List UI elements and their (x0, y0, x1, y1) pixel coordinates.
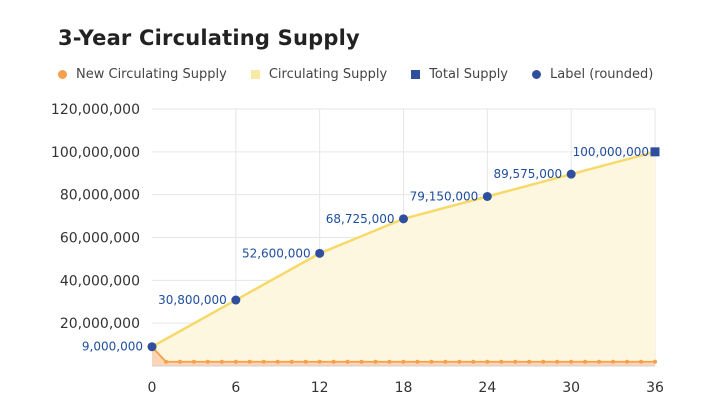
new-supply-point-16 (373, 359, 378, 364)
legend-swatch-label-rounded (532, 70, 541, 79)
new-supply-point-11 (303, 359, 308, 364)
y-tick-label-1: 40,000,000 (60, 273, 140, 289)
label-point-4 (482, 191, 492, 201)
legend-item-label-rounded[interactable]: Label (rounded) (532, 67, 653, 82)
legend-swatch-new-circulating-supply (58, 70, 67, 79)
new-supply-point-18 (401, 359, 406, 364)
y-tick-label-3: 80,000,000 (60, 188, 140, 204)
new-supply-point-22 (457, 359, 462, 364)
new-supply-point-15 (359, 359, 364, 364)
new-supply-point-29 (555, 359, 560, 364)
x-tick-label-0: 0 (148, 380, 157, 396)
data-label-1: 30,800,000 (158, 293, 227, 307)
chart-title: 3-Year Circulating Supply (58, 26, 360, 50)
new-supply-point-33 (611, 359, 616, 364)
new-supply-point-2 (177, 359, 182, 364)
x-tick-label-1: 6 (231, 380, 240, 396)
new-supply-point-9 (275, 359, 280, 364)
legend-item-circulating-supply[interactable]: Circulating Supply (250, 67, 388, 82)
legend-label-new-circulating-supply: New Circulating Supply (76, 67, 227, 82)
new-supply-point-8 (261, 359, 266, 364)
total-supply-marker (650, 147, 660, 157)
new-supply-point-6 (233, 359, 238, 364)
data-label-3: 68,725,000 (326, 212, 395, 226)
legend-swatch-circulating-supply (250, 70, 260, 79)
x-tick-label-4: 24 (478, 380, 496, 396)
x-tick-label-2: 12 (311, 380, 329, 396)
x-tick-label-6: 36 (646, 380, 664, 396)
new-supply-point-25 (499, 359, 504, 364)
y-tick-label-0: 20,000,000 (60, 316, 140, 332)
new-supply-point-26 (513, 359, 518, 364)
legend-swatch-total-supply (411, 70, 421, 79)
new-supply-point-31 (583, 359, 588, 364)
new-supply-point-1 (163, 359, 168, 364)
new-supply-point-36 (653, 359, 657, 364)
new-supply-point-30 (569, 359, 574, 364)
legend-item-new-circulating-supply[interactable]: New Circulating Supply (58, 67, 227, 82)
new-supply-point-34 (625, 359, 630, 364)
new-supply-point-27 (527, 359, 532, 364)
total-supply-label: 100,000,000 (573, 145, 649, 159)
label-point-1 (231, 295, 241, 305)
label-point-0 (147, 342, 157, 352)
new-supply-point-12 (317, 359, 322, 364)
circulating-supply-area (152, 151, 655, 366)
x-tick-label-3: 18 (395, 380, 413, 396)
new-supply-point-7 (247, 359, 252, 364)
new-supply-point-10 (289, 359, 294, 364)
new-supply-point-32 (597, 359, 602, 364)
new-supply-point-28 (541, 359, 546, 364)
label-point-5 (566, 169, 576, 179)
new-supply-point-14 (345, 359, 350, 364)
new-supply-point-19 (415, 359, 420, 364)
data-label-4: 79,150,000 (410, 189, 479, 203)
data-label-0: 9,000,000 (82, 340, 143, 354)
new-supply-point-4 (205, 359, 210, 364)
new-supply-point-17 (387, 359, 392, 364)
new-supply-point-24 (485, 359, 490, 364)
new-supply-point-13 (331, 359, 336, 364)
new-supply-point-20 (429, 359, 434, 364)
data-label-5: 89,575,000 (493, 167, 562, 181)
legend-label-total-supply: Total Supply (429, 67, 508, 82)
new-supply-point-3 (191, 359, 196, 364)
legend-label-circulating-supply: Circulating Supply (268, 67, 388, 82)
chart-legend: New Circulating Supply Circulating Suppl… (58, 67, 677, 82)
label-point-3 (399, 214, 408, 224)
legend-item-total-supply[interactable]: Total Supply (411, 67, 508, 82)
new-supply-point-35 (639, 359, 644, 364)
new-supply-point-23 (471, 359, 476, 364)
new-supply-point-21 (443, 359, 448, 364)
y-tick-label-5: 120,000,000 (51, 102, 140, 118)
data-label-2: 52,600,000 (242, 246, 311, 260)
y-tick-label-4: 100,000,000 (51, 145, 140, 161)
label-point-2 (315, 248, 325, 258)
new-supply-point-5 (219, 359, 224, 364)
legend-label-label-rounded: Label (rounded) (550, 67, 654, 82)
x-tick-label-5: 30 (562, 380, 580, 396)
y-tick-label-2: 60,000,000 (60, 231, 140, 247)
